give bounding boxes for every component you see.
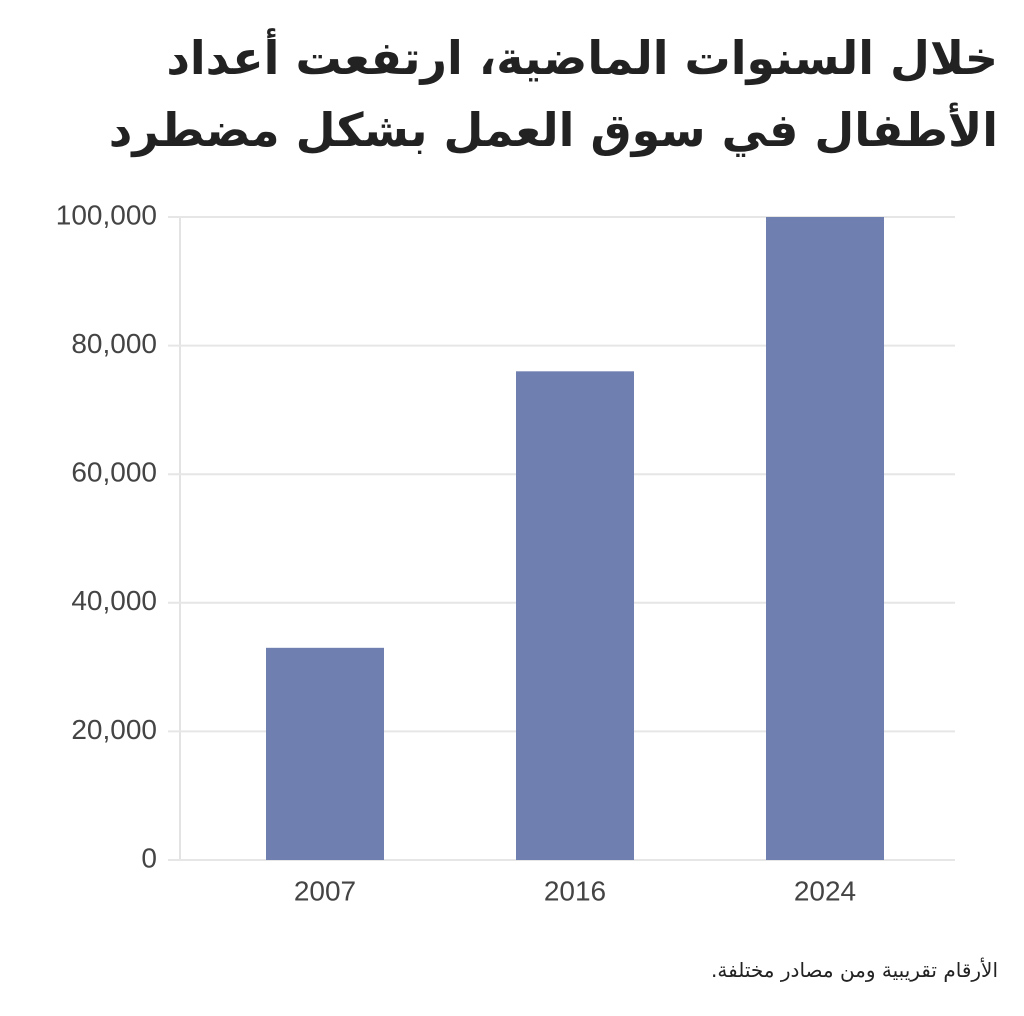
y-tick-label: 0 — [141, 842, 157, 873]
chart: 0 20,000 40,000 60,000 80,000 100,000 2007 2016… — [56, 199, 955, 906]
bar — [516, 371, 634, 860]
bar — [266, 647, 384, 860]
y-tick-label: 40,000 — [71, 585, 157, 616]
chart-title: خلال السنوات الماضية، ارتفعت أعداد الأطف… — [108, 31, 998, 157]
y-tick-label: 100,000 — [56, 199, 157, 230]
x-tick-label: 2007 — [294, 875, 356, 906]
y-tick-label: 20,000 — [71, 714, 157, 745]
bar — [766, 217, 884, 860]
x-tick-label: 2024 — [794, 875, 856, 906]
x-tick-label: 2016 — [544, 875, 606, 906]
y-tick-label: 60,000 — [71, 457, 157, 488]
y-tick-label: 80,000 — [71, 328, 157, 359]
footnote: الأرقام تقريبية ومن مصادر مختلفة. — [711, 958, 998, 982]
